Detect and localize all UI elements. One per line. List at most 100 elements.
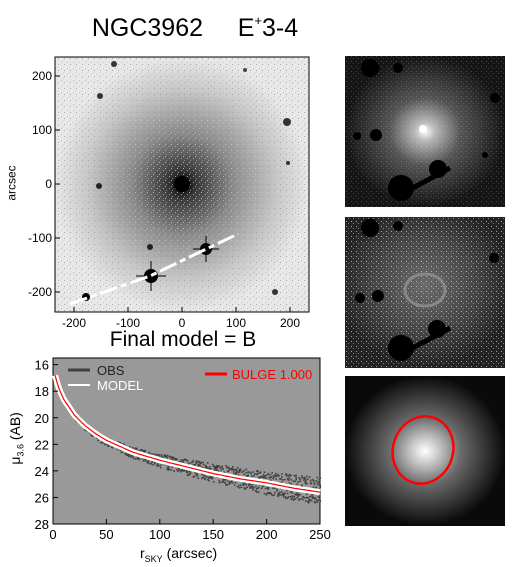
obs-point (244, 487, 247, 490)
obs-point (193, 464, 196, 466)
obs-point (215, 468, 218, 471)
obs-point (318, 478, 321, 481)
obs-point (185, 459, 188, 461)
obs-point (304, 481, 306, 484)
obs-point (208, 476, 211, 478)
obs-point (213, 467, 216, 470)
obs-point (288, 482, 291, 484)
obs-point (286, 478, 289, 480)
obs-point (309, 479, 312, 482)
obs-point (174, 458, 176, 461)
obs-point (213, 469, 216, 472)
obs-point (270, 479, 272, 482)
obs-point (282, 493, 285, 496)
obs-point (311, 478, 314, 481)
obs-point (179, 469, 181, 471)
obs-point (204, 475, 206, 477)
obs-point (232, 482, 234, 484)
obs-point (256, 470, 258, 472)
obs-point (156, 464, 158, 467)
obs-point (131, 454, 133, 457)
obs-point (305, 483, 307, 485)
obs-point (182, 461, 184, 463)
obs-point (261, 476, 264, 478)
obs-point (294, 480, 297, 483)
obs-point (197, 463, 199, 466)
obs-point (198, 461, 200, 463)
obs-point (196, 473, 198, 475)
obs-point (296, 493, 298, 496)
obs-point (302, 496, 304, 498)
obs-point (185, 471, 188, 473)
obs-point (160, 455, 163, 458)
obs-point (134, 458, 137, 460)
obs-point (230, 481, 232, 484)
obs-point (258, 472, 261, 474)
obs-point (248, 484, 250, 486)
obs-point (212, 481, 215, 483)
obs-point (182, 459, 184, 462)
obs-point (316, 501, 319, 503)
obs-point (288, 477, 291, 479)
obs-point (313, 501, 316, 503)
obs-point (295, 474, 297, 477)
obs-point (260, 475, 263, 478)
obs-point (186, 474, 189, 476)
obs-point (217, 465, 220, 468)
obs-point (122, 443, 124, 446)
obs-point (241, 471, 244, 473)
obs-point (243, 487, 246, 489)
obs-point (267, 487, 270, 489)
obs-point (100, 441, 102, 444)
obs-point (111, 447, 114, 449)
obs-point (196, 460, 198, 463)
chart-xtick-label: 100 (149, 527, 171, 542)
obs-point (317, 499, 320, 502)
obs-point (152, 453, 154, 455)
obs-point (287, 479, 290, 481)
obs-point (119, 442, 122, 444)
obs-point (156, 454, 158, 456)
obs-point (312, 486, 315, 489)
obs-point (313, 497, 316, 500)
obs-point (205, 465, 207, 468)
obs-point (151, 460, 153, 462)
obs-point (308, 498, 311, 501)
model-caption: Final model = B (109, 328, 257, 351)
obs-point (237, 484, 240, 487)
obs-point (238, 471, 241, 473)
obs-point (309, 482, 312, 485)
obs-point (147, 462, 149, 464)
obs-point (133, 448, 135, 450)
chart-xtick-label: 200 (256, 527, 278, 542)
chart-xlabel: rSKY (arcsec) (140, 545, 218, 564)
obs-point (183, 470, 185, 472)
obs-point (283, 492, 286, 494)
image-ytick-label: 100 (31, 123, 52, 137)
obs-point (271, 472, 273, 474)
obs-point (239, 468, 242, 471)
obs-point (289, 491, 292, 493)
obs-point (311, 497, 314, 499)
obs-point (252, 489, 254, 491)
obs-point (229, 467, 231, 470)
obs-point (146, 461, 149, 464)
obs-point (257, 470, 259, 472)
obs-point (275, 475, 277, 478)
obs-point (281, 481, 283, 483)
obs-point (315, 480, 318, 482)
obs-point (152, 460, 154, 463)
obs-point (234, 473, 237, 476)
obs-point (276, 475, 278, 477)
obs-point (268, 492, 271, 495)
obs-point (197, 465, 199, 468)
obs-point (137, 450, 140, 452)
obs-point (171, 466, 173, 468)
obs-point (273, 487, 275, 489)
chart-xtick-label: 0 (49, 527, 56, 542)
obs-point (227, 480, 229, 483)
obs-point (307, 478, 309, 480)
obs-point (257, 476, 260, 479)
obs-point (283, 493, 286, 495)
